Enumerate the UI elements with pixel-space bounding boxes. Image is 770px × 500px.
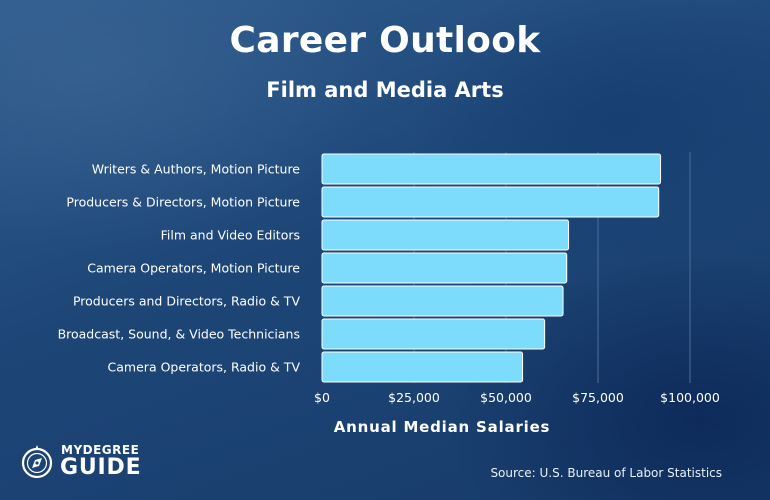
bar xyxy=(321,186,660,218)
x-tick-label: $25,000 xyxy=(388,390,440,405)
page-title: Career Outlook xyxy=(229,20,541,61)
bar xyxy=(321,285,564,317)
category-label: Camera Operators, Motion Picture xyxy=(87,261,300,276)
x-axis-label: Annual Median Salaries xyxy=(333,418,551,436)
category-label: Film and Video Editors xyxy=(161,228,300,243)
category-label: Writers & Authors, Motion Picture xyxy=(92,162,301,177)
compass-icon xyxy=(21,445,53,479)
bar xyxy=(321,153,662,185)
x-tick-label: $100,000 xyxy=(660,390,720,405)
page-subtitle: Film and Media Arts xyxy=(266,78,504,102)
category-label: Broadcast, Sound, & Video Technicians xyxy=(58,327,300,342)
x-tick-label: $75,000 xyxy=(572,390,624,405)
bar xyxy=(321,219,570,251)
category-label: Producers and Directors, Radio & TV xyxy=(73,294,300,309)
logo: MYDEGREE GUIDE xyxy=(20,440,150,484)
logo-text-bottom: GUIDE xyxy=(60,455,142,480)
source-note: Source: U.S. Bureau of Labor Statistics xyxy=(490,466,722,480)
bar xyxy=(321,318,546,350)
logo-text-top: MYDEGREE xyxy=(61,443,140,457)
category-label: Producers & Directors, Motion Picture xyxy=(66,195,300,210)
bar xyxy=(321,252,568,284)
x-tick-label: $0 xyxy=(314,390,330,405)
x-tick-label: $50,000 xyxy=(480,390,532,405)
category-label: Camera Operators, Radio & TV xyxy=(108,360,301,375)
bar xyxy=(321,351,524,383)
